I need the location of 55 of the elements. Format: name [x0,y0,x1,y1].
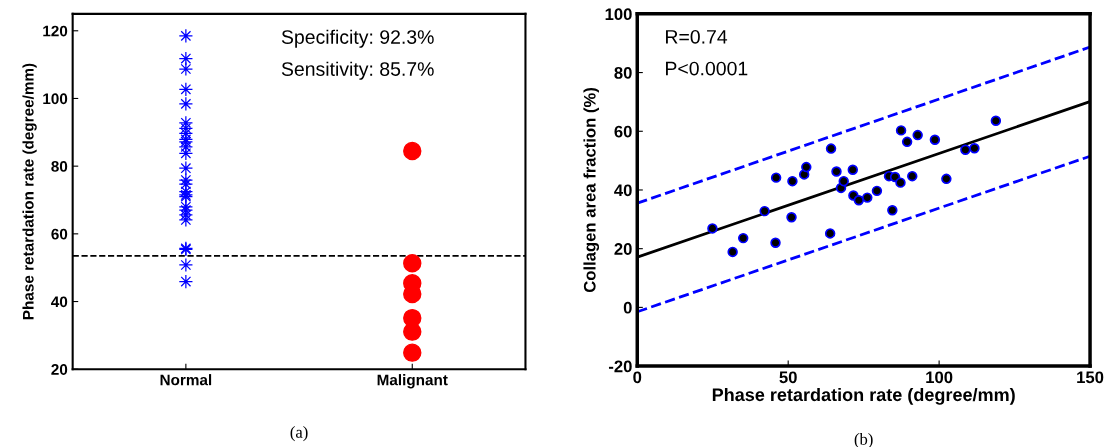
point [912,129,923,141]
y-tick-label: 80 [614,66,632,79]
y-tick-label: 100 [43,93,68,105]
point [838,175,849,187]
y-tick-label: 40 [51,296,68,308]
y-tick-label: 0 [623,301,632,314]
x-tick-label: 100 [926,371,953,384]
point [901,136,913,148]
y-tick-label: 60 [614,125,632,138]
point [871,185,883,197]
y-tick-label: -20 [608,360,632,373]
point [759,205,770,217]
point [895,177,906,188]
y-tick-label: 20 [614,243,632,255]
point [825,143,837,154]
point [707,223,718,234]
point [887,205,898,216]
point [770,172,782,183]
point [787,175,798,187]
annotation: P<0.0001 [666,61,748,76]
x-tick-label: Malignant [377,374,448,389]
point [824,228,836,239]
point [969,143,980,154]
point [907,170,918,182]
point [960,144,971,155]
x-tick-label: 50 [779,371,797,384]
annotation: R=0.74 [666,29,728,44]
point [929,134,941,146]
x-tick-label: Normal [160,374,212,386]
point [831,166,842,177]
point [786,212,797,223]
y-tick-label: 40 [614,184,632,197]
x-tick-label: 150 [1077,371,1104,384]
point [990,115,1002,126]
y-tick-label: 60 [51,228,68,240]
y-axis-title: Collagen area fraction (%) [583,88,600,293]
point [862,192,873,203]
text: (a) [290,426,308,442]
x-axis-title: Phase retardation rate (degree/mm) [712,387,1015,405]
point [941,173,952,185]
y-tick-label: 100 [605,8,632,21]
y-tick-label: 120 [43,25,68,37]
point [770,237,781,249]
point [737,232,749,244]
annotation: Sensitivity: 85.7% [281,61,434,80]
y-axis-title: Phase retardation rate (degree/mm) [22,63,37,320]
point [853,195,865,206]
point [801,161,812,173]
point [727,246,738,258]
point [895,125,907,136]
y-tick-label: 80 [51,161,68,172]
point [847,164,859,175]
y-tick-label: 20 [51,364,68,375]
annotation: Specificity: 92.3% [281,29,434,48]
x-tick-label: 0 [633,371,642,384]
